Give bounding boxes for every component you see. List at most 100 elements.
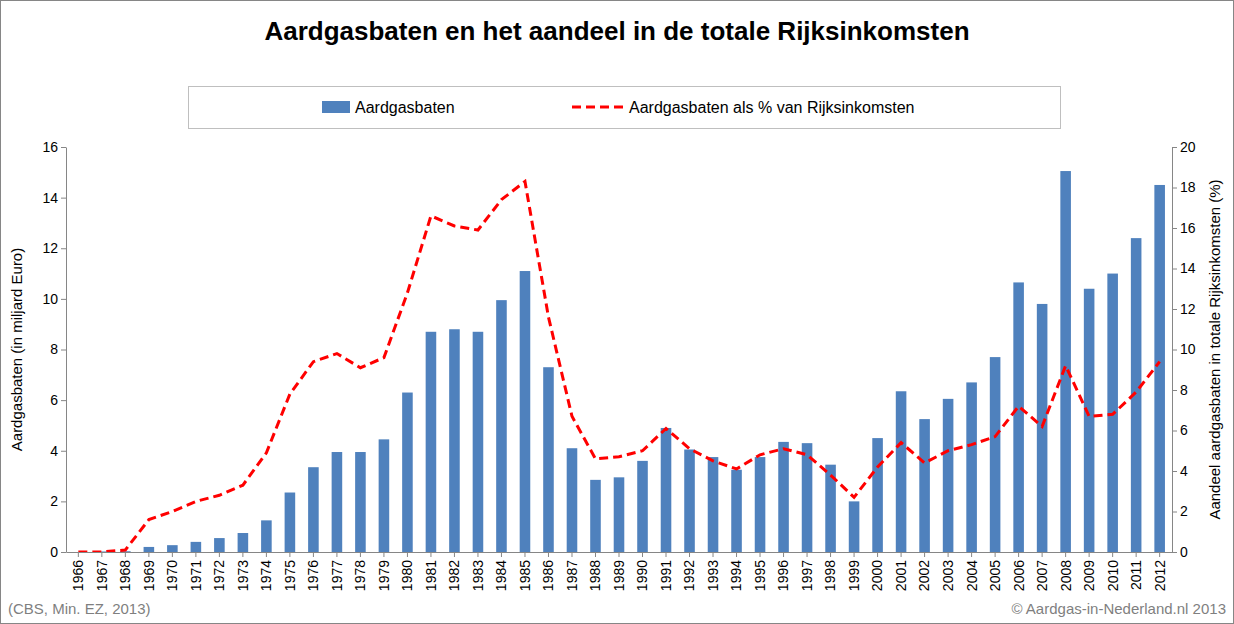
tick-mark bbox=[61, 147, 66, 148]
tick-mark bbox=[971, 552, 972, 557]
tick: 1981 bbox=[423, 552, 439, 591]
tick: 6 bbox=[50, 392, 66, 408]
plot-marks bbox=[78, 171, 1165, 552]
tick: 1969 bbox=[141, 552, 157, 591]
tick-label: 0 bbox=[50, 544, 58, 560]
tick: 2004 bbox=[964, 552, 980, 591]
bar bbox=[449, 329, 460, 552]
y-axis-title: Aardgasbaten (in miljard Euro) bbox=[8, 248, 25, 451]
tick: 16 bbox=[1172, 220, 1196, 236]
tick-mark bbox=[172, 552, 173, 557]
tick-mark bbox=[1112, 552, 1113, 557]
tick-label: 1980 bbox=[399, 560, 415, 591]
tick: 1998 bbox=[822, 552, 838, 591]
tick-label: 2009 bbox=[1081, 560, 1097, 591]
tick-mark bbox=[548, 552, 549, 557]
tick: 1975 bbox=[282, 552, 298, 591]
tick: 2010 bbox=[1105, 552, 1121, 591]
tick: 1997 bbox=[799, 552, 815, 591]
tick: 1977 bbox=[329, 552, 345, 591]
tick-label: 1974 bbox=[258, 560, 274, 591]
y-axis: 0246810121416 bbox=[42, 139, 66, 560]
tick-label: 1984 bbox=[493, 560, 509, 591]
bar bbox=[849, 501, 860, 552]
tick-mark bbox=[101, 552, 102, 557]
tick-label: 1987 bbox=[564, 560, 580, 591]
tick-mark bbox=[360, 552, 361, 557]
tick-mark bbox=[78, 552, 79, 557]
bar bbox=[1013, 282, 1024, 552]
tick-label: 2006 bbox=[1011, 560, 1027, 591]
tick-mark bbox=[1172, 269, 1177, 270]
tick: 1988 bbox=[587, 552, 603, 591]
tick: 8 bbox=[50, 341, 66, 357]
bar bbox=[755, 457, 766, 552]
tick: 2011 bbox=[1128, 552, 1144, 590]
tick: 1989 bbox=[611, 552, 627, 591]
tick-label: 1982 bbox=[446, 560, 462, 591]
tick-label: 2002 bbox=[916, 560, 932, 591]
tick-mark bbox=[1172, 512, 1177, 513]
chart: Aardgasbaten en het aandeel in de totale… bbox=[0, 0, 1234, 624]
tick-label: 2008 bbox=[1058, 560, 1074, 591]
tick-mark bbox=[1172, 552, 1177, 553]
tick: 1976 bbox=[305, 552, 321, 591]
x-axis: 1966196719681969197019711972197319741975… bbox=[67, 552, 1173, 591]
tick-mark bbox=[61, 248, 66, 249]
tick-mark bbox=[61, 451, 66, 452]
bar bbox=[285, 493, 296, 552]
tick-label: 1981 bbox=[423, 560, 439, 591]
tick-label: 1983 bbox=[470, 560, 486, 591]
legend-swatch bbox=[322, 101, 350, 113]
tick-mark bbox=[1042, 552, 1043, 557]
tick-label: 1995 bbox=[752, 560, 768, 591]
tick-mark bbox=[61, 350, 66, 351]
bar bbox=[966, 382, 977, 552]
bar-series bbox=[97, 171, 1165, 552]
tick: 16 bbox=[42, 139, 66, 155]
tick-label: 1996 bbox=[775, 560, 791, 591]
bar bbox=[943, 399, 954, 552]
tick: 2008 bbox=[1058, 552, 1074, 591]
tick: 1970 bbox=[164, 552, 180, 591]
tick: 1973 bbox=[235, 552, 251, 591]
bar bbox=[496, 300, 507, 552]
axis-line bbox=[66, 148, 67, 553]
tick-label: 1990 bbox=[634, 560, 650, 591]
tick: 18 bbox=[1172, 179, 1196, 195]
tick: 6 bbox=[1172, 422, 1188, 438]
tick: 1999 bbox=[846, 552, 862, 591]
tick: 8 bbox=[1172, 382, 1188, 398]
tick-label: 1997 bbox=[799, 560, 815, 591]
tick-mark bbox=[1159, 552, 1160, 557]
tick-label: 1994 bbox=[728, 560, 744, 591]
bar bbox=[308, 467, 319, 552]
bar bbox=[167, 545, 178, 552]
tick-mark bbox=[948, 552, 949, 557]
tick-label: 1985 bbox=[517, 560, 533, 591]
tick-label: 1971 bbox=[188, 560, 204, 591]
tick: 10 bbox=[42, 291, 66, 307]
y2-axis-title: Aandeel aardgasbaten in totale Rijksinko… bbox=[1206, 179, 1223, 519]
tick-label: 0 bbox=[1180, 544, 1188, 560]
tick: 0 bbox=[1172, 544, 1188, 560]
bar bbox=[990, 357, 1001, 552]
tick-label: 4 bbox=[50, 443, 58, 459]
tick-label: 1991 bbox=[658, 560, 674, 591]
tick-label: 1967 bbox=[94, 560, 110, 591]
bar bbox=[567, 448, 578, 552]
title: Aardgasbaten en het aandeel in de totale… bbox=[264, 16, 969, 46]
tick: 12 bbox=[42, 240, 66, 256]
tick: 12 bbox=[1172, 301, 1196, 317]
tick-label: 1986 bbox=[540, 560, 556, 591]
tick: 1980 bbox=[399, 552, 415, 591]
tick-mark bbox=[901, 552, 902, 557]
bar bbox=[684, 449, 695, 552]
bar bbox=[590, 480, 601, 552]
tick-mark bbox=[477, 552, 478, 557]
tick-label: 20 bbox=[1180, 139, 1196, 155]
bar bbox=[614, 477, 625, 552]
tick-mark bbox=[313, 552, 314, 557]
tick-mark bbox=[148, 552, 149, 557]
tick: 1987 bbox=[564, 552, 580, 591]
